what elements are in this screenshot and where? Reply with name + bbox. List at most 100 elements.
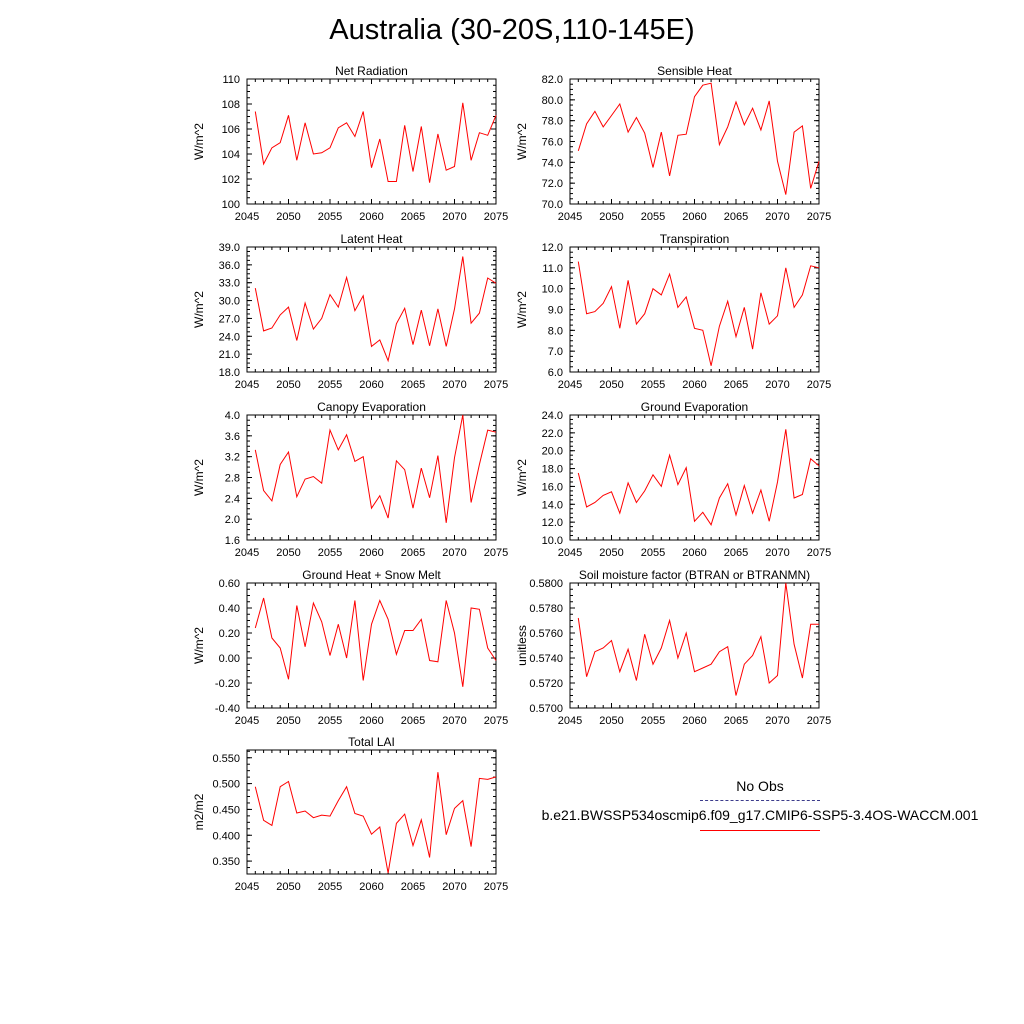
y-tick-label: 78.0: [542, 116, 563, 128]
x-tick-label: 2055: [641, 379, 665, 391]
x-tick-label: 2060: [359, 211, 383, 223]
x-tick-label: 2065: [724, 211, 748, 223]
y-tick-label: 82.0: [542, 74, 563, 86]
y-tick-label: 22.0: [542, 428, 563, 440]
y-axis-label: W/m^2: [192, 291, 206, 328]
x-tick-label: 2070: [765, 211, 789, 223]
x-tick-label: 2055: [641, 211, 665, 223]
legend-run-line: [700, 830, 820, 831]
y-tick-label: 0.60: [219, 578, 240, 590]
x-tick-label: 2070: [442, 379, 466, 391]
x-tick-label: 2045: [558, 715, 582, 727]
y-tick-label: 21.0: [219, 349, 240, 361]
panel-5: Canopy Evaporation W/m^2 2045 2050 2055 2060 2…: [192, 400, 508, 559]
panel-title: Latent Heat: [340, 232, 403, 246]
x-tick-label: 2070: [442, 881, 466, 893]
x-tick-label: 2075: [807, 715, 831, 727]
x-tick-label: 2060: [682, 211, 706, 223]
x-tick-label: 2070: [765, 547, 789, 559]
x-tick-label: 2075: [807, 547, 831, 559]
y-tick-label: 30.0: [219, 296, 240, 308]
y-tick-label: 0.450: [212, 804, 240, 816]
panel-frame: [246, 246, 497, 373]
y-axis-label: W/m^2: [192, 123, 206, 160]
y-tick-label: 16.0: [542, 481, 563, 493]
y-tick-label: 11.0: [542, 263, 563, 275]
y-tick-label: -0.40: [215, 703, 240, 715]
panel-1: Net Radiation W/m^2 2045 2050 2055 2060 2065 20…: [192, 64, 508, 223]
y-tick-label: 39.0: [219, 242, 240, 254]
y-axis-label: W/m^2: [515, 123, 529, 160]
y-tick-label: 72.0: [542, 178, 563, 190]
panel-7: Ground Heat + Snow Melt W/m^2 2045 2050 2055…: [192, 568, 508, 727]
y-tick-label: 0.500: [212, 779, 240, 791]
x-tick-label: 2060: [682, 379, 706, 391]
x-tick-label: 2050: [276, 547, 300, 559]
x-tick-label: 2065: [401, 715, 425, 727]
x-tick-label: 2065: [401, 547, 425, 559]
y-axis-label: unitless: [515, 625, 529, 666]
panel-3: Latent Heat W/m^2 2045 2050 2055 2060 2065 2070…: [192, 232, 508, 391]
panel-frame: [569, 582, 820, 709]
y-tick-label: 76.0: [542, 137, 563, 149]
series-line: [577, 82, 820, 195]
x-tick-label: 2045: [235, 715, 259, 727]
y-tick-label: 0.5760: [529, 628, 563, 640]
y-tick-label: -0.20: [215, 678, 240, 690]
x-tick-label: 2070: [442, 715, 466, 727]
panel-title: Soil moisture factor (BTRAN or BTRANMN): [579, 568, 810, 582]
series-line: [254, 256, 497, 363]
x-tick-label: 2060: [359, 547, 383, 559]
y-tick-label: 27.0: [219, 313, 240, 325]
y-tick-label: 20.0: [542, 446, 563, 458]
x-tick-label: 2075: [484, 547, 508, 559]
x-tick-label: 2060: [359, 715, 383, 727]
x-tick-label: 2050: [599, 547, 623, 559]
y-axis-label: W/m^2: [515, 291, 529, 328]
y-axis-label: W/m^2: [192, 627, 206, 664]
series-line: [577, 261, 820, 366]
x-tick-label: 2060: [682, 715, 706, 727]
x-tick-label: 2045: [558, 379, 582, 391]
x-tick-label: 2055: [318, 547, 342, 559]
x-tick-label: 2045: [235, 379, 259, 391]
series-line: [577, 429, 820, 526]
y-tick-label: 24.0: [542, 410, 563, 422]
x-tick-label: 2050: [276, 881, 300, 893]
x-tick-label: 2065: [724, 715, 748, 727]
panel-9: Total LAI m2/m2 2045 2050 2055 2060 2065 2070 20…: [192, 735, 508, 893]
panel-title: Net Radiation: [335, 64, 408, 78]
x-tick-label: 2055: [318, 715, 342, 727]
y-tick-label: 10.0: [542, 535, 563, 547]
y-tick-label: 2.0: [225, 514, 240, 526]
panel-8: Soil moisture factor (BTRAN or BTRANMN) u…: [515, 568, 831, 727]
x-tick-label: 2045: [235, 211, 259, 223]
x-tick-label: 2075: [484, 379, 508, 391]
y-tick-label: 14.0: [542, 499, 563, 511]
y-tick-label: 18.0: [542, 464, 563, 476]
y-tick-label: 33.0: [219, 278, 240, 290]
x-tick-label: 2055: [318, 881, 342, 893]
x-tick-label: 2075: [807, 211, 831, 223]
panel-title: Total LAI: [348, 735, 395, 749]
x-tick-label: 2065: [724, 547, 748, 559]
y-tick-label: 18.0: [219, 367, 240, 379]
x-tick-label: 2055: [641, 715, 665, 727]
y-tick-label: 0.00: [219, 653, 240, 665]
y-axis-label: W/m^2: [515, 459, 529, 496]
y-tick-label: 0.350: [212, 856, 240, 868]
y-tick-label: 2.4: [225, 493, 240, 505]
x-tick-label: 2045: [235, 881, 259, 893]
y-tick-label: 6.0: [548, 367, 563, 379]
y-tick-label: 104: [222, 149, 240, 161]
panel-frame: [246, 582, 497, 709]
y-tick-label: 0.5780: [529, 603, 563, 615]
x-tick-label: 2070: [765, 715, 789, 727]
x-tick-label: 2050: [599, 211, 623, 223]
x-tick-label: 2065: [401, 379, 425, 391]
x-tick-label: 2055: [641, 547, 665, 559]
x-tick-label: 2075: [484, 881, 508, 893]
x-tick-label: 2070: [765, 379, 789, 391]
x-tick-label: 2050: [599, 715, 623, 727]
